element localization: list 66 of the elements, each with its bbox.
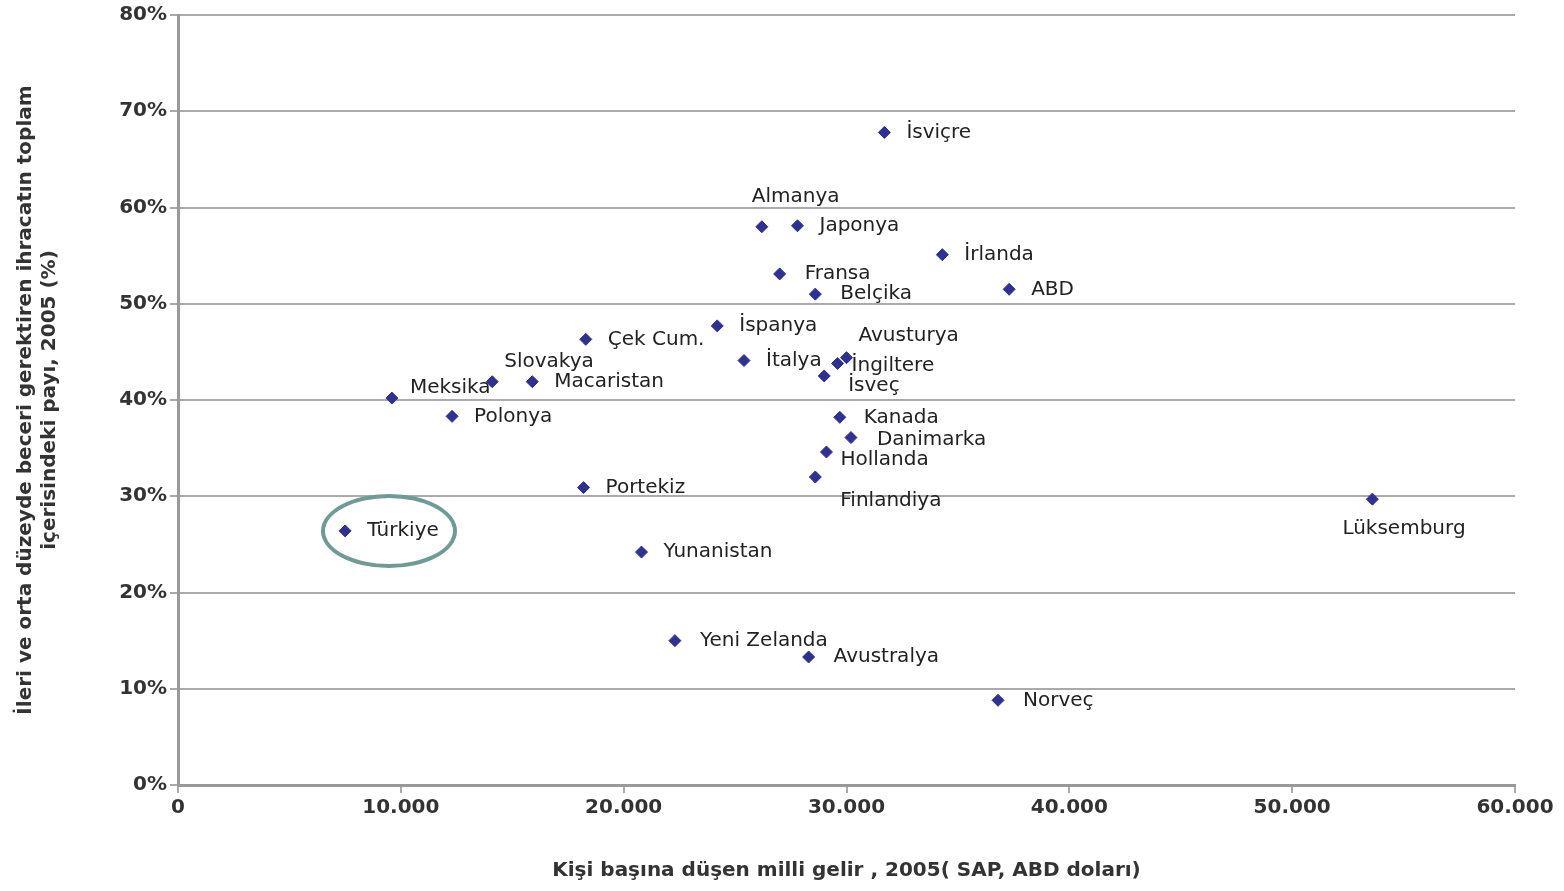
x-tick-label: 20.000	[585, 794, 663, 819]
point	[840, 351, 853, 365]
annotation: İsviçre	[906, 118, 972, 143]
y-tick-label: 70%	[119, 97, 167, 122]
point	[817, 369, 831, 383]
point	[935, 248, 949, 262]
annotation: Lüksemburg	[1342, 515, 1466, 540]
point	[385, 391, 399, 405]
annotation: Çek Cum.	[607, 325, 705, 350]
annotation: Yunanistan	[662, 538, 773, 563]
annotation: Portekiz	[605, 473, 686, 498]
annotation: Meksika	[409, 374, 491, 399]
annotation: İrlanda	[964, 240, 1034, 265]
point	[710, 319, 724, 333]
y-tick-label: 10%	[119, 674, 167, 699]
annotation: Slovakya	[504, 347, 594, 372]
point	[579, 332, 593, 346]
x-tick-label: 50.000	[1253, 794, 1331, 819]
y-axis-title: İleri ve orta düzeyde beceri gerektiren ihracatın toplam içerisindeki payı, 2005 (%)	[12, 85, 61, 715]
point	[737, 354, 751, 368]
x-tick-label: 30.000	[807, 794, 886, 819]
annotation: İspanya	[739, 312, 818, 337]
point	[808, 287, 822, 301]
annotation: Türkiye	[366, 517, 439, 542]
annotation: Norveç	[1023, 686, 1094, 711]
x-tick-label: 60.000	[1476, 794, 1554, 819]
x-tick-label: 10.000	[362, 794, 440, 819]
x-tick-label: 40.000	[1030, 794, 1108, 819]
y-tick-label: 20%	[119, 578, 167, 603]
y-tick-label: 60%	[119, 193, 167, 218]
y-tick-label: 30%	[119, 482, 167, 507]
annotation: Avusturya	[858, 321, 959, 346]
point	[1002, 282, 1016, 296]
point	[844, 431, 858, 445]
point	[831, 356, 845, 370]
point	[991, 693, 1005, 707]
point	[802, 650, 816, 664]
y-tick-label: 80%	[119, 1, 167, 26]
y-tick-label: 0%	[133, 771, 167, 796]
point	[634, 545, 648, 559]
annotation: Avustralya	[833, 643, 940, 668]
annotation: İtalya	[766, 346, 822, 371]
x-axis-title: Kişi başına düşen milli gelir , 2005( SAP, ABD doları)	[552, 857, 1141, 882]
point	[1365, 492, 1379, 506]
annotation: Yeni Zelanda	[698, 626, 828, 651]
annotation: Almanya	[751, 182, 840, 207]
point	[338, 524, 352, 538]
y-tick-label: 50%	[119, 289, 167, 314]
point	[445, 409, 459, 423]
point	[833, 410, 847, 424]
annotation: Kanada	[863, 403, 939, 428]
point	[819, 445, 833, 459]
point	[808, 470, 822, 484]
x-tick-label: 0	[171, 794, 185, 819]
annotation: ABD	[1031, 275, 1074, 300]
point	[773, 267, 787, 281]
point	[877, 125, 891, 139]
annotation: Finlandiya	[840, 487, 942, 512]
point	[668, 634, 682, 648]
point	[577, 481, 591, 495]
point	[790, 219, 804, 233]
annotation: Japonya	[817, 211, 900, 236]
point	[755, 220, 769, 234]
y-tick-label: 40%	[119, 386, 167, 411]
annotation: Polonya	[474, 402, 553, 427]
point	[525, 375, 539, 389]
